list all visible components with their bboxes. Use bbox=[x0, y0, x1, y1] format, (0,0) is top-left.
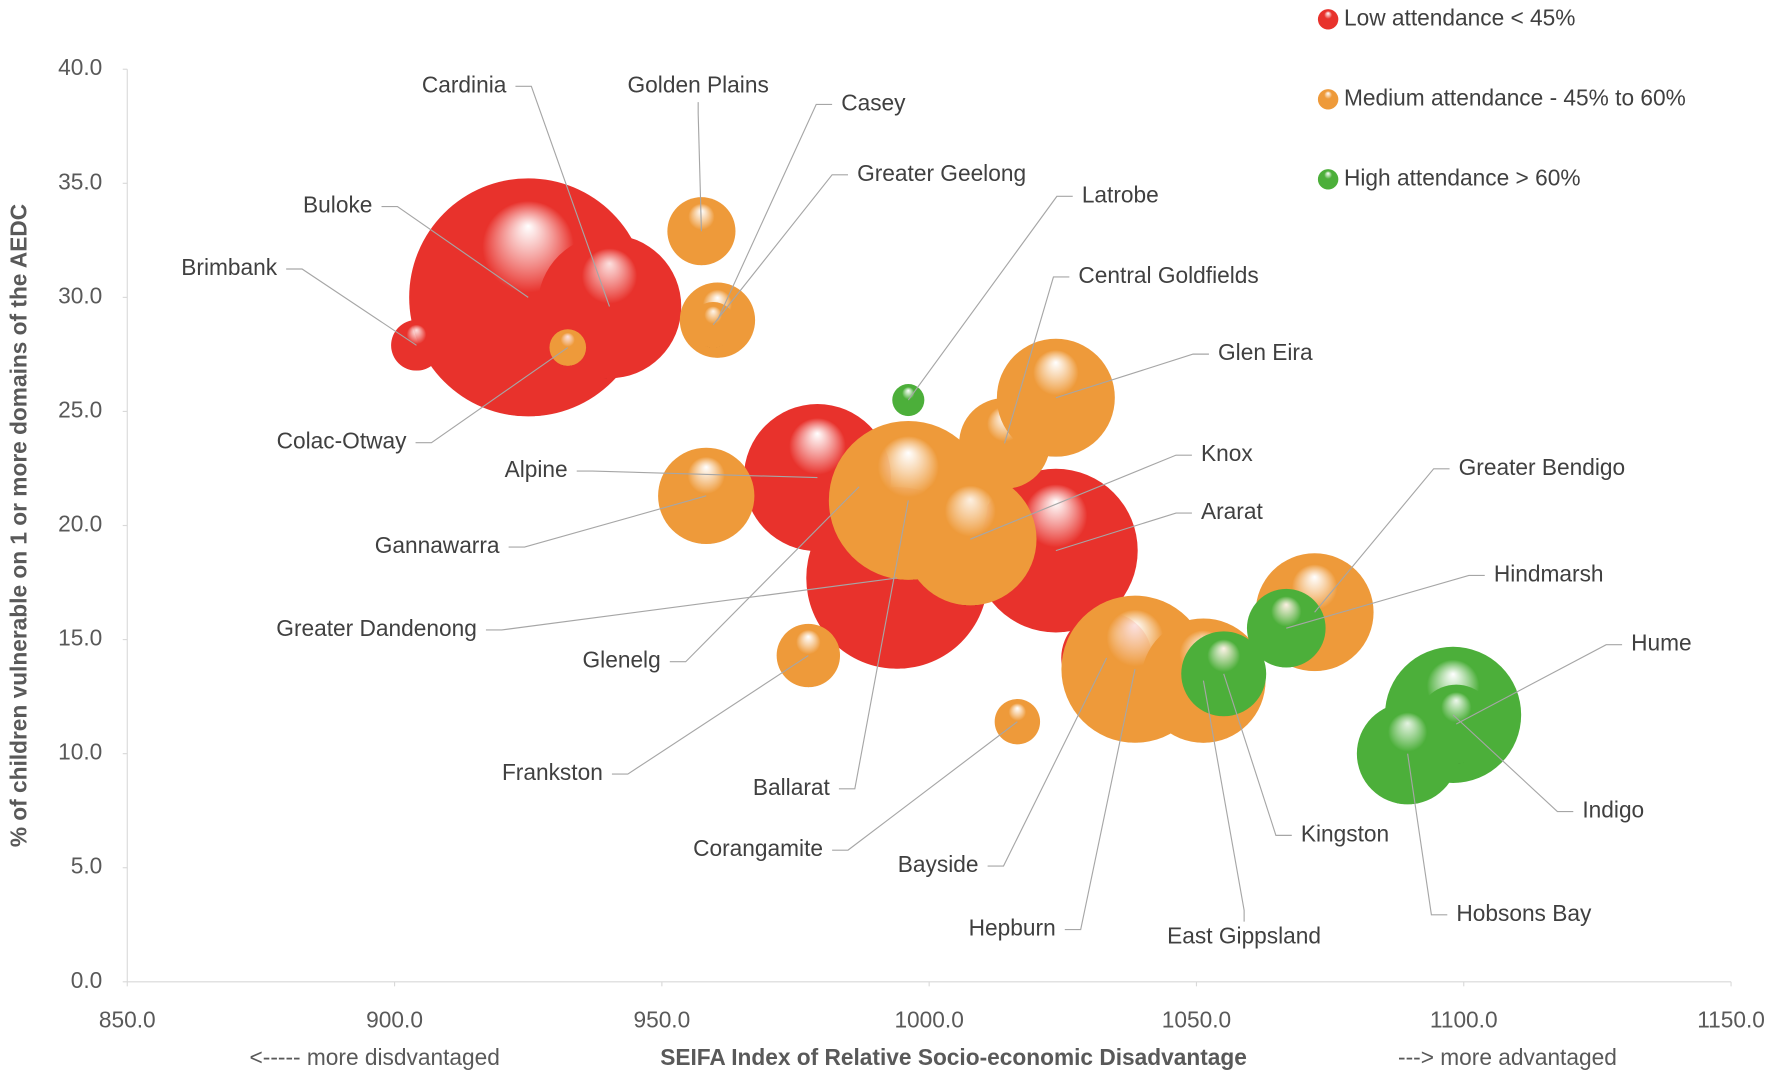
data-label: Indigo bbox=[1582, 797, 1644, 823]
data-label: Brimbank bbox=[181, 254, 277, 280]
legend-label: High attendance > 60% bbox=[1344, 164, 1581, 190]
x-tick-label: 950.0 bbox=[633, 1007, 690, 1033]
bubble bbox=[1356, 702, 1459, 805]
leader-line bbox=[415, 347, 569, 444]
y-tick-label: 5.0 bbox=[71, 853, 103, 879]
data-label: Greater Dandenong bbox=[276, 615, 477, 641]
y-tick-label: 35.0 bbox=[58, 168, 102, 194]
data-label: Glenelg bbox=[583, 647, 661, 673]
bubble bbox=[996, 338, 1115, 457]
y-tick-label: 15.0 bbox=[58, 625, 102, 651]
y-axis-title: % of children vulnerable on 1 or more do… bbox=[6, 204, 32, 847]
data-label: Hepburn bbox=[969, 915, 1056, 941]
y-tick-label: 40.0 bbox=[58, 54, 102, 80]
leader-line bbox=[987, 657, 1108, 867]
data-label: Hindmarsh bbox=[1494, 560, 1604, 586]
data-label: Central Goldfields bbox=[1078, 262, 1258, 288]
y-tick-label: 0.0 bbox=[71, 967, 103, 993]
data-label: Colac-Otway bbox=[277, 428, 408, 454]
leader-line bbox=[716, 103, 833, 321]
data-label: Hume bbox=[1631, 630, 1692, 656]
y-tick-label: 10.0 bbox=[58, 739, 102, 765]
labels: Buloke Cardinia Brimbank Ararat Alpine Greate… bbox=[181, 71, 1691, 948]
bubble bbox=[690, 302, 736, 348]
leader-line bbox=[1452, 714, 1574, 813]
leader-line bbox=[1314, 468, 1450, 613]
data-label: Golden Plains bbox=[628, 71, 769, 97]
y-tick-label: 20.0 bbox=[58, 511, 102, 537]
leader-line bbox=[576, 470, 818, 479]
leader-line bbox=[838, 500, 909, 790]
leader-line bbox=[515, 85, 611, 307]
data-label: Gannawarra bbox=[375, 532, 500, 558]
leader-line bbox=[1456, 644, 1623, 725]
leader-line bbox=[508, 495, 707, 548]
data-label: Buloke bbox=[303, 192, 372, 218]
leader-line bbox=[712, 174, 849, 326]
leader-line bbox=[907, 195, 1073, 401]
y-tick-label: 25.0 bbox=[58, 396, 102, 422]
leader-line bbox=[697, 102, 702, 232]
leader-line bbox=[286, 268, 417, 346]
leader-line bbox=[1407, 753, 1448, 916]
leader-line bbox=[1286, 574, 1485, 629]
data-label: Hobsons Bay bbox=[1456, 900, 1592, 926]
bubbles bbox=[391, 178, 1522, 805]
leader-line bbox=[832, 721, 1018, 851]
data-label: East Gippsland bbox=[1167, 923, 1321, 949]
x-tick-label: 1050.0 bbox=[1162, 1007, 1231, 1033]
leader-line bbox=[381, 206, 529, 298]
leader-line bbox=[1055, 353, 1209, 399]
leader-line bbox=[485, 577, 898, 631]
leader-line bbox=[1003, 276, 1070, 444]
leader-line bbox=[669, 486, 860, 663]
x-axis-title: SEIFA Index of Relative Socio-economic D… bbox=[660, 1044, 1247, 1070]
legend-marker bbox=[1317, 9, 1339, 30]
leader-line bbox=[611, 655, 809, 775]
leader-line bbox=[1223, 673, 1292, 836]
annotation: <----- more disdvantaged bbox=[250, 1044, 500, 1070]
x-tick-label: 1000.0 bbox=[894, 1007, 963, 1033]
legend-marker bbox=[1317, 169, 1339, 190]
x-tick-label: 1150.0 bbox=[1697, 1007, 1765, 1033]
data-label: Bayside bbox=[898, 851, 979, 877]
data-label: Alpine bbox=[505, 456, 568, 482]
data-label: Greater Geelong bbox=[857, 160, 1026, 186]
legend-marker bbox=[1317, 89, 1339, 110]
data-label: Knox bbox=[1201, 440, 1253, 466]
data-label: Kingston bbox=[1301, 820, 1389, 846]
bubble bbox=[892, 383, 925, 417]
data-label: Glen Eira bbox=[1218, 339, 1313, 365]
y-tick-label: 30.0 bbox=[58, 282, 102, 308]
data-label: Cardinia bbox=[422, 71, 507, 97]
leader-line bbox=[1202, 680, 1245, 922]
bubble bbox=[549, 329, 587, 366]
x-tick-label: 900.0 bbox=[366, 1007, 423, 1033]
data-label: Ararat bbox=[1201, 498, 1263, 524]
bubble bbox=[1246, 588, 1326, 668]
data-label: Greater Bendigo bbox=[1459, 454, 1625, 480]
annotation: ---> more advantaged bbox=[1398, 1044, 1617, 1070]
data-label: Casey bbox=[841, 89, 906, 115]
leader-line bbox=[970, 454, 1192, 540]
data-label: Frankston bbox=[502, 759, 603, 785]
leader-line bbox=[1064, 669, 1136, 931]
x-tick-label: 1100.0 bbox=[1430, 1007, 1498, 1033]
data-label: Latrobe bbox=[1082, 181, 1159, 207]
data-label: Corangamite bbox=[693, 835, 823, 861]
legend-label: Medium attendance - 45% to 60% bbox=[1344, 84, 1686, 110]
x-tick-label: 850.0 bbox=[99, 1007, 156, 1033]
leader-line bbox=[1055, 512, 1192, 552]
legend-label: Low attendance < 45% bbox=[1344, 4, 1575, 30]
data-label: Ballarat bbox=[753, 774, 831, 800]
